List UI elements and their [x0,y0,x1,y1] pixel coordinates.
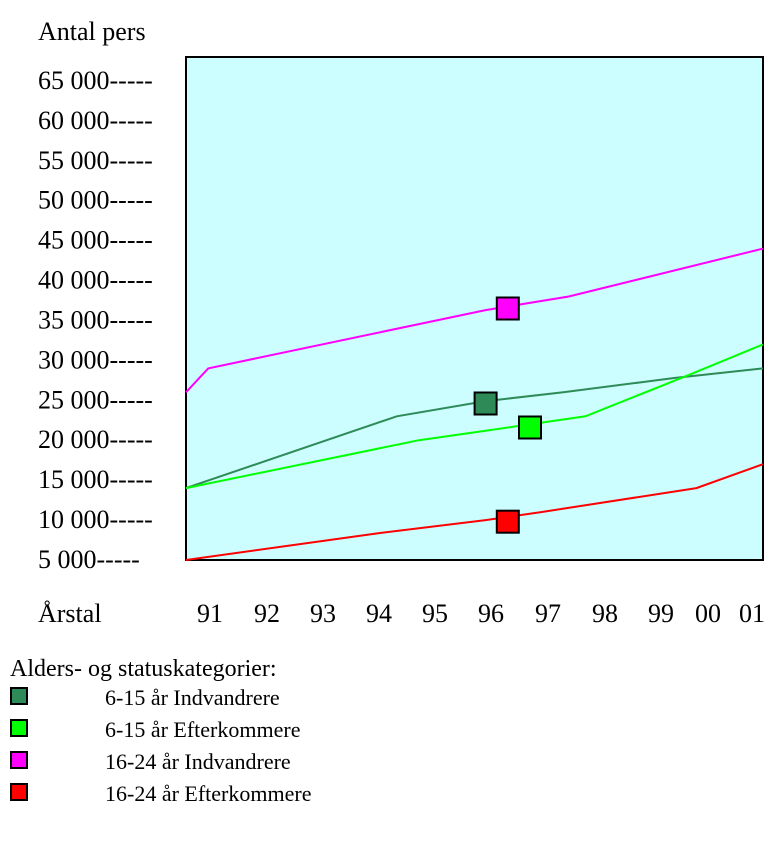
series-markers [473,296,542,534]
x-tick-label: 94 [366,599,392,628]
y-tick-label: 5 000----- [38,545,140,574]
x-tick-labels: 91 92 93 94 95 96 97 98 99 00 01 [197,599,765,628]
x-tick-label: 92 [254,599,280,628]
y-tick-labels: 5 000----- 10 000----- 15 000----- 20 000--… [38,66,153,574]
line-chart: Antal pers 5 000----- 10 000----- 15 000--… [38,17,765,628]
legend-label: 6-15 år Indvandrere [105,685,280,710]
plot-area [185,56,764,561]
x-tick-label: 91 [197,599,223,628]
x-tick-label: 96 [478,599,504,628]
legend-swatch-16-24-indvandrere [10,751,28,769]
legend-label: 16-24 år Indvandrere [105,749,291,774]
y-tick-label: 50 000----- [38,186,153,215]
y-tick-label: 35 000----- [38,305,153,334]
x-tick-label: 00 [695,599,721,628]
series-marker [495,509,520,534]
legend-swatch-6-15-indvandrere [10,687,28,705]
series-line [185,247,764,393]
series-marker [473,391,498,416]
y-tick-label: 15 000----- [38,465,153,494]
series-marker [495,296,520,321]
y-tick-label: 25 000----- [38,385,153,414]
y-tick-label: 10 000----- [38,505,153,534]
series-marker [518,415,542,440]
legend-label: 6-15 år Efterkommere [105,717,301,742]
x-axis-label: Årstal [38,599,102,628]
y-tick-label: 60 000----- [38,106,153,135]
x-tick-label: 98 [592,599,618,628]
x-tick-label: 97 [535,599,561,628]
y-tick-label: 40 000----- [38,266,153,295]
y-axis-label: Antal pers [38,17,146,46]
legend-title: Alders- og statuskategorier: [10,656,277,682]
x-tick-label: 93 [310,599,336,628]
legend-label: 16-24 år Efterkommere [105,781,312,806]
x-tick-label: 95 [422,599,448,628]
legend-swatch-6-15-efterkommere [10,719,28,737]
x-tick-label: 99 [648,599,674,628]
y-tick-label: 45 000----- [38,226,153,255]
series-line [185,367,764,490]
y-tick-label: 30 000----- [38,345,153,374]
y-tick-label: 65 000----- [38,66,153,95]
y-tick-label: 55 000----- [38,146,153,175]
legend-swatch-16-24-efterkommere [10,783,28,801]
x-tick-label: 01 [739,599,765,628]
y-tick-label: 20 000----- [38,425,153,454]
